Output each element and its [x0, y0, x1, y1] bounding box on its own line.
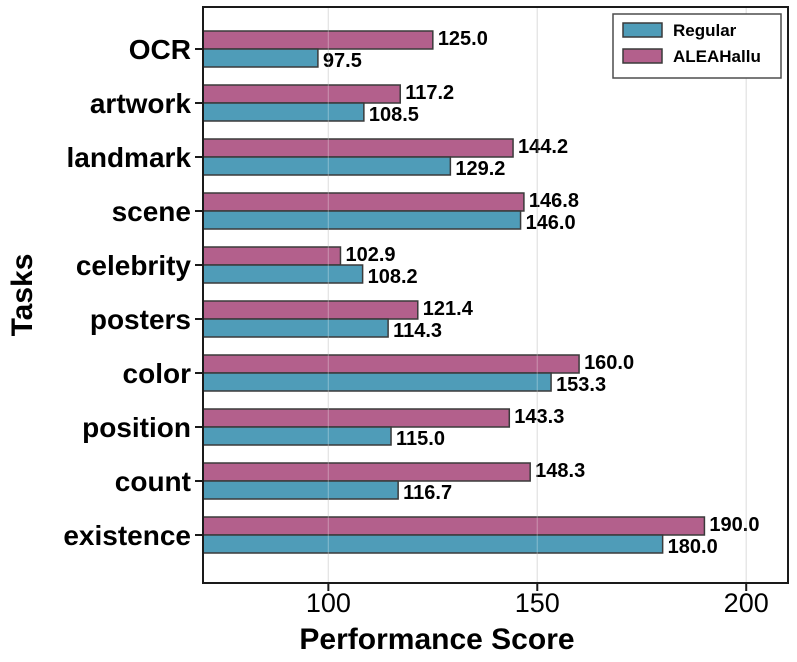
category-label-posters: posters [90, 304, 191, 335]
bar-regular-landmark [202, 156, 452, 176]
bar-aleahallu-celebrity [202, 246, 342, 266]
bar-regular-posters [202, 318, 389, 338]
x-tick-label: 150 [515, 588, 560, 618]
value-label-regular-color: 153.3 [556, 374, 606, 396]
gridlines-overlay [327, 7, 747, 583]
y-axis-title: Tasks [6, 254, 39, 337]
value-label-regular-scene: 146.0 [526, 212, 576, 234]
category-label-scene: scene [112, 196, 191, 227]
bar-aleahallu-color [202, 354, 580, 374]
value-label-aleahallu-color: 160.0 [584, 352, 634, 374]
value-label-aleahallu-celebrity: 102.9 [345, 244, 395, 266]
value-label-aleahallu-count: 148.3 [535, 460, 585, 482]
bar-aleahallu-position [202, 408, 511, 428]
bar-regular-artwork [202, 102, 365, 122]
value-label-aleahallu-artwork: 117.2 [405, 82, 454, 104]
value-label-regular-posters: 114.3 [393, 320, 442, 342]
bar-regular-position [202, 426, 392, 446]
legend-swatch-aleahallu [622, 48, 663, 64]
bar-regular-scene [202, 210, 522, 230]
x-tick-label: 100 [306, 588, 351, 618]
x-axis-title: Performance Score [299, 623, 574, 656]
value-label-regular-OCR: 97.5 [323, 50, 362, 72]
value-label-regular-artwork: 108.5 [369, 104, 419, 126]
category-label-color: color [123, 358, 192, 389]
value-label-aleahallu-existence: 190.0 [709, 514, 759, 536]
bar-aleahallu-OCR [202, 30, 434, 50]
category-label-count: count [115, 466, 191, 497]
value-label-aleahallu-posters: 121.4 [423, 298, 474, 320]
value-label-regular-existence: 180.0 [668, 536, 718, 558]
value-label-regular-landmark: 129.2 [455, 158, 505, 180]
bar-aleahallu-count [202, 462, 531, 482]
category-label-artwork: artwork [90, 88, 192, 119]
category-label-celebrity: celebrity [76, 250, 192, 281]
bar-aleahallu-posters [202, 300, 419, 320]
legend-swatch-regular [622, 22, 663, 38]
bar-aleahallu-scene [202, 192, 525, 212]
x-tick-label: 200 [724, 588, 769, 618]
bar-regular-count [202, 480, 399, 500]
legend-label-aleahallu: ALEAHallu [673, 47, 761, 66]
bar-aleahallu-artwork [202, 84, 401, 104]
value-label-regular-count: 116.7 [403, 482, 452, 504]
category-label-existence: existence [63, 520, 191, 551]
bar-regular-existence [202, 534, 664, 554]
bar-regular-color [202, 372, 552, 392]
legend-label-regular: Regular [673, 21, 737, 40]
category-label-OCR: OCR [129, 34, 191, 65]
value-label-aleahallu-position: 143.3 [514, 406, 564, 428]
value-label-aleahallu-OCR: 125.0 [438, 28, 488, 50]
bar-regular-celebrity [202, 264, 364, 284]
bar-regular-OCR [202, 48, 319, 68]
value-label-regular-celebrity: 108.2 [368, 266, 418, 288]
legend: Regular ALEAHallu [612, 13, 782, 79]
bar-aleahallu-existence [202, 516, 706, 536]
category-label-landmark: landmark [67, 142, 192, 173]
value-label-aleahallu-scene: 146.8 [529, 190, 579, 212]
axes-layer: 100 150 200 OCR artwork landmark scene celebrit… [63, 34, 768, 618]
category-label-position: position [82, 412, 191, 443]
bar-aleahallu-landmark [202, 138, 514, 158]
value-label-regular-position: 115.0 [396, 428, 445, 450]
value-label-aleahallu-landmark: 144.2 [518, 136, 568, 158]
plot-border [202, 6, 789, 584]
